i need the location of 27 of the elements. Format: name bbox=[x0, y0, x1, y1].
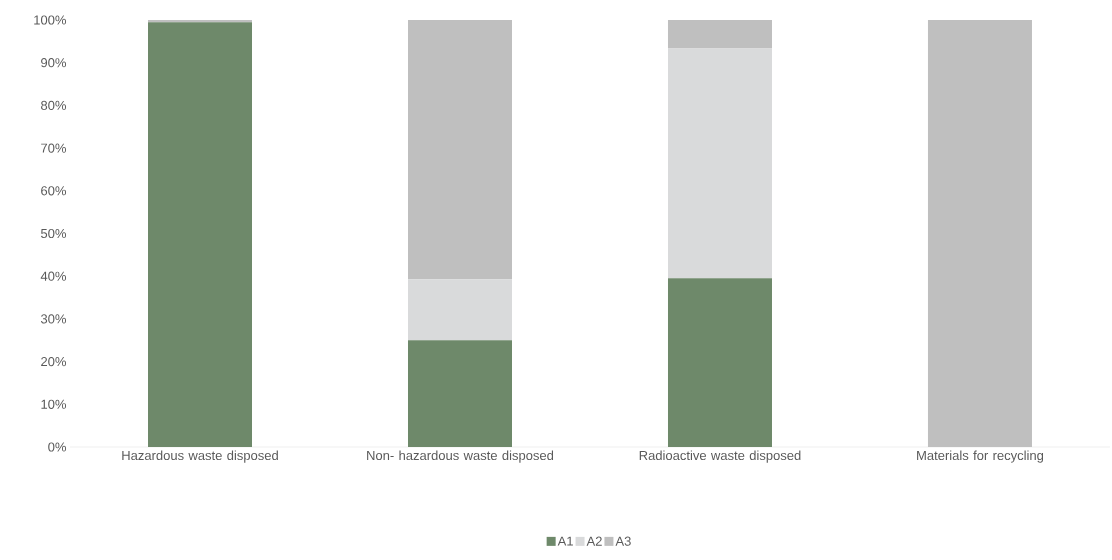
y-tick-label: 10% bbox=[41, 399, 67, 409]
y-tick-label: 0% bbox=[48, 442, 67, 452]
legend-label: A1 bbox=[557, 536, 573, 546]
bar bbox=[148, 20, 253, 23]
bar bbox=[667, 278, 772, 447]
x-tick-label: Radioactive waste disposed bbox=[639, 450, 801, 463]
bar bbox=[667, 20, 772, 49]
bar bbox=[667, 48, 772, 279]
y-tick-label: 70% bbox=[41, 143, 67, 153]
y-tick-label: 20% bbox=[41, 356, 67, 367]
y-tick-label: 60% bbox=[41, 186, 67, 196]
bar bbox=[408, 279, 512, 341]
y-tick-label: 30% bbox=[40, 314, 67, 324]
bar bbox=[148, 22, 253, 447]
legend-label: A2 bbox=[586, 536, 602, 546]
bar bbox=[408, 340, 512, 447]
legend-label: A3 bbox=[615, 536, 631, 546]
x-tick-label: Non- hazardous waste disposed bbox=[367, 450, 554, 463]
y-tick-label: 100% bbox=[34, 15, 67, 25]
y-tick-label: 50% bbox=[40, 228, 67, 239]
y-tick-label: 90% bbox=[41, 58, 67, 68]
bar bbox=[927, 20, 1032, 447]
x-tick-label: Materials for recycling bbox=[917, 450, 1044, 463]
y-tick-label: 80% bbox=[41, 100, 67, 110]
y-tick-label: 40% bbox=[40, 271, 67, 281]
bar bbox=[408, 20, 512, 280]
x-tick-label: Hazardous waste disposed bbox=[122, 450, 278, 463]
